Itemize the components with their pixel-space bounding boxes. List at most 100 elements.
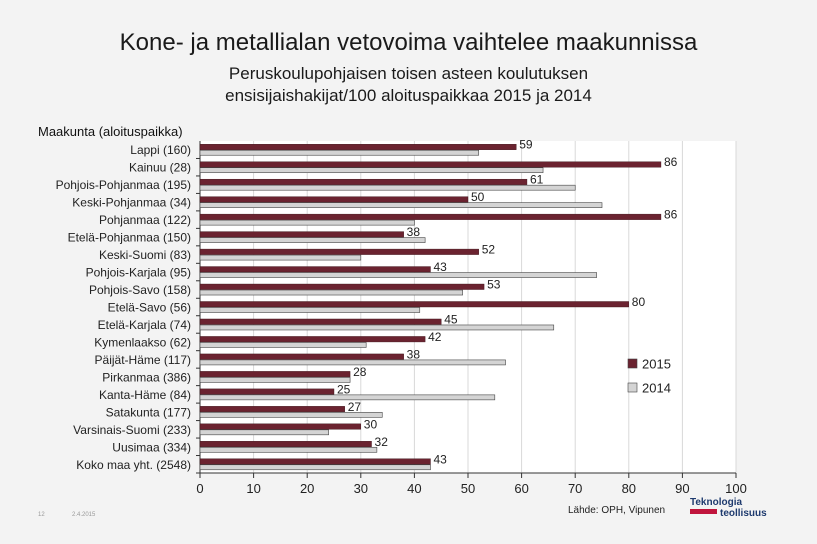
category-label: Keski-Suomi (83) xyxy=(99,248,191,262)
category-label: Uusimaa (334) xyxy=(112,440,191,454)
data-label-2015: 86 xyxy=(664,155,678,169)
bar-2014 xyxy=(199,149,480,156)
data-label-2015: 61 xyxy=(530,173,544,187)
x-tick-label: 0 xyxy=(196,481,203,496)
bar-2014 xyxy=(199,307,421,313)
x-tick-label: 40 xyxy=(407,481,421,496)
x-tick-label: 80 xyxy=(622,481,636,496)
data-label-2015: 25 xyxy=(337,382,351,396)
data-label-2015: 42 xyxy=(428,330,442,344)
bar-2015 xyxy=(199,144,517,150)
bar-2014 xyxy=(199,237,426,243)
legend-label-2015: 2015 xyxy=(642,357,671,372)
x-tick-label: 60 xyxy=(514,481,528,496)
data-label-2015: 27 xyxy=(348,400,362,414)
category-label: Keski-Pohjanmaa (34) xyxy=(72,196,191,210)
bar-2015 xyxy=(199,283,485,290)
chart-subtitle: Peruskoulupohjaisen toisen asteen koulut… xyxy=(0,63,817,107)
bar-2014 xyxy=(199,446,378,453)
bar-2014 xyxy=(199,289,463,296)
data-label-2015: 28 xyxy=(353,365,367,379)
company-logo: Teknologia teollisuus xyxy=(690,497,767,519)
bar-2015 xyxy=(199,196,469,203)
category-label: Lappi (160) xyxy=(130,143,191,157)
bar-2015 xyxy=(199,388,335,395)
category-label: Kanta-Häme (84) xyxy=(99,388,191,402)
x-tick-label: 20 xyxy=(300,481,314,496)
bar-2014 xyxy=(199,429,329,436)
x-tick-label: 10 xyxy=(246,481,260,496)
subtitle-line-2: ensisijaishakijat/100 aloituspaikkaa 201… xyxy=(225,86,592,105)
x-tick-label: 90 xyxy=(675,481,689,496)
legend-swatch-2015 xyxy=(627,358,638,369)
category-label: Päijät-Häme (117) xyxy=(95,353,191,367)
bar-2014 xyxy=(199,202,603,208)
source-note: Lähde: OPH, Vipunen xyxy=(568,505,666,516)
category-label: Etelä-Savo (56) xyxy=(108,301,191,315)
bar-2014 xyxy=(199,254,362,261)
category-label: Satakunta (177) xyxy=(106,405,191,419)
chart-title: Kone- ja metallialan vetovoima vaihtelee… xyxy=(119,29,698,56)
data-label-2015: 38 xyxy=(407,225,421,239)
bar-2015 xyxy=(199,336,426,343)
category-label: Kymenlaakso (62) xyxy=(94,335,191,349)
category-label: Koko maa yht. (2548) xyxy=(76,458,191,472)
bar-2014 xyxy=(199,464,431,471)
bar-2015 xyxy=(199,441,372,447)
data-label-2015: 86 xyxy=(664,208,678,222)
data-label-2015: 59 xyxy=(519,138,533,152)
bar-2014 xyxy=(199,412,383,418)
axis-caption: Maakunta (aloituspaikka) xyxy=(38,124,183,139)
data-label-2015: 50 xyxy=(471,190,485,204)
logo-line-1: Teknologia xyxy=(690,497,743,508)
category-label: Kainuu (28) xyxy=(129,161,191,175)
bar-2014 xyxy=(199,377,351,383)
bar-2015 xyxy=(199,266,431,273)
subtitle-line-1: Peruskoulupohjaisen toisen asteen koulut… xyxy=(228,64,589,83)
bar-2014 xyxy=(199,167,544,174)
slide-date: 2.4.2015 xyxy=(72,512,96,518)
bar-2014 xyxy=(199,359,506,366)
bar-2014 xyxy=(199,219,415,226)
data-label-2015: 32 xyxy=(375,435,389,449)
bar-2014 xyxy=(199,184,576,191)
category-label: Pohjanmaa (122) xyxy=(99,213,191,227)
bar-2015 xyxy=(199,161,662,168)
category-label: Varsinais-Suomi (233) xyxy=(73,423,191,437)
bar-2015 xyxy=(199,371,351,378)
bar-2015 xyxy=(199,406,345,413)
bar-2014 xyxy=(199,394,496,401)
x-tick-label: 30 xyxy=(354,481,368,496)
bar-2015 xyxy=(199,301,629,308)
bar-2015 xyxy=(199,213,662,220)
x-tick-label: 50 xyxy=(461,481,475,496)
category-label: Pohjois-Pohjanmaa (195) xyxy=(56,178,191,192)
bar-2014 xyxy=(199,342,367,348)
data-label-2015: 38 xyxy=(407,347,421,361)
data-label-2015: 43 xyxy=(433,260,447,274)
data-label-2015: 53 xyxy=(487,278,501,292)
page-number: 12 xyxy=(38,512,45,518)
category-label: Pohjois-Savo (158) xyxy=(89,283,191,297)
bar-2014 xyxy=(199,324,555,331)
bar-2015 xyxy=(199,248,479,255)
x-tick-label: 100 xyxy=(725,481,747,496)
bar-2015 xyxy=(199,231,404,238)
logo-line-2: teollisuus xyxy=(720,508,767,519)
bar-2015 xyxy=(199,353,404,360)
bar-2015 xyxy=(199,423,362,430)
bar-2015 xyxy=(199,318,442,325)
data-label-2015: 30 xyxy=(364,417,378,431)
data-label-2015: 43 xyxy=(433,452,447,466)
category-label: Etelä-Pohjanmaa (150) xyxy=(68,231,191,245)
legend-label-2014: 2014 xyxy=(642,381,671,396)
data-label-2015: 45 xyxy=(444,312,458,326)
legend-swatch-2014 xyxy=(627,382,638,393)
category-label: Pohjois-Karjala (95) xyxy=(86,266,191,280)
data-label-2015: 80 xyxy=(632,295,646,309)
x-tick-label: 70 xyxy=(568,481,582,496)
category-label: Etelä-Karjala (74) xyxy=(98,318,191,332)
bar-2014 xyxy=(199,272,597,278)
data-label-2015: 52 xyxy=(482,243,496,257)
